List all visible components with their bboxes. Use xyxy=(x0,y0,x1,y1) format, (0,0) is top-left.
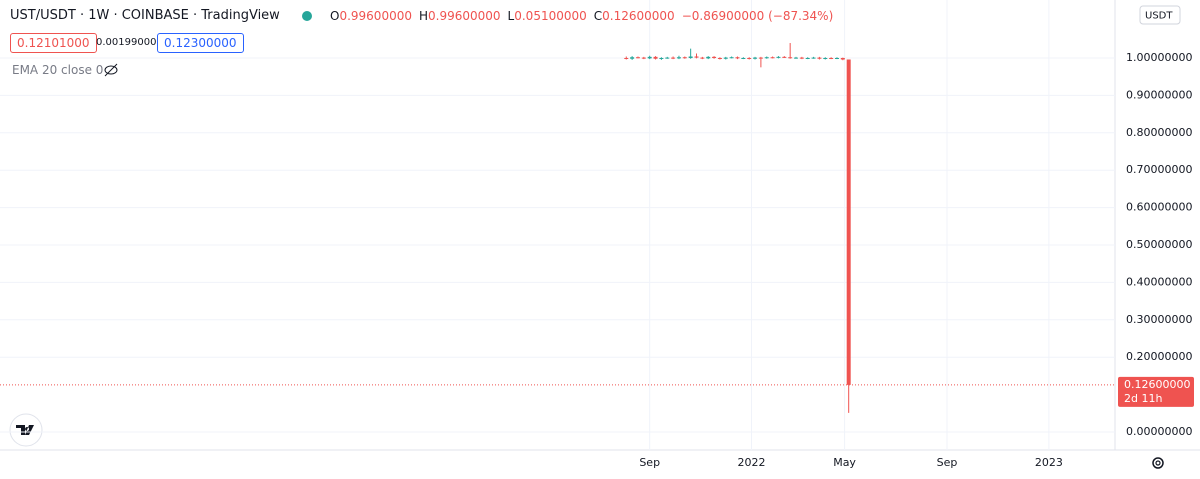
currency-label: USDT xyxy=(1145,11,1173,22)
candle-body xyxy=(659,57,664,59)
candle-body xyxy=(817,57,822,59)
candle-body xyxy=(834,57,839,59)
candle-body xyxy=(758,57,763,59)
ohlc-value: 0.99600000 xyxy=(428,9,501,23)
candle-body xyxy=(700,57,705,59)
gear-hub xyxy=(1155,460,1161,466)
indicator-label: EMA 20 close 0 xyxy=(12,63,104,77)
candle-body xyxy=(794,57,799,59)
y-tick-label: 0.30000000 xyxy=(1126,313,1192,326)
candle-body xyxy=(805,57,810,59)
candle-body xyxy=(671,57,676,59)
last-price-tag xyxy=(1118,376,1194,407)
candle-body xyxy=(799,57,804,59)
candle-body xyxy=(706,56,711,59)
ohlc-key: C xyxy=(593,9,603,23)
x-tick-label: 2022 xyxy=(738,456,766,469)
candle-body xyxy=(624,57,629,59)
ohlc-key: H xyxy=(418,9,429,23)
candle-body xyxy=(682,57,687,59)
spread: 0.00199000 xyxy=(96,37,157,48)
candle-body xyxy=(717,57,722,59)
candle-body xyxy=(747,57,752,59)
candle-body xyxy=(641,57,646,59)
hide-icon[interactable] xyxy=(103,63,119,77)
ohlc-key: L xyxy=(507,9,515,23)
tv-logo[interactable] xyxy=(9,413,43,447)
gear-ring xyxy=(1152,457,1164,469)
y-tick-label: 0.20000000 xyxy=(1126,350,1192,363)
change: −0.86900000 (−87.34%) xyxy=(681,9,834,23)
candle-body xyxy=(782,56,787,58)
status-dot xyxy=(302,11,312,21)
ohlc-value: 0.99600000 xyxy=(339,9,412,23)
y-tick-label: 1.00000000 xyxy=(1126,51,1192,64)
x-tick-label: Sep xyxy=(937,456,958,469)
candle-body xyxy=(823,57,828,59)
candle-body xyxy=(753,57,758,59)
y-tick-label: 0.50000000 xyxy=(1126,238,1192,251)
candle-body xyxy=(729,57,734,59)
countdown: 2d 11h xyxy=(1124,392,1162,405)
last-price-label: 0.12600000 xyxy=(1124,378,1190,391)
settings-icon[interactable] xyxy=(1152,457,1164,469)
y-tick-label: 0.80000000 xyxy=(1126,126,1192,139)
symbol-title: UST/USDT · 1W · COINBASE · TradingView xyxy=(10,8,280,23)
candle-body xyxy=(840,57,845,60)
y-tick-label: 0.90000000 xyxy=(1126,88,1192,101)
candle-body xyxy=(735,57,740,59)
eye-slash xyxy=(104,63,118,77)
ohlc-value: 0.12600000 xyxy=(602,9,675,23)
candle-body xyxy=(647,56,652,59)
ohlc-legend: O0.99600000 H0.99600000 L0.05100000 C0.1260… xyxy=(330,9,833,23)
candle-body xyxy=(829,57,834,59)
y-tick-label: 0.40000000 xyxy=(1126,275,1192,288)
y-tick-label: 0.70000000 xyxy=(1126,163,1192,176)
candle-body xyxy=(688,56,693,58)
candle-body xyxy=(712,56,717,58)
eye xyxy=(104,65,118,75)
candle-body xyxy=(630,57,635,59)
candle-body xyxy=(764,57,769,59)
candle-body xyxy=(788,57,793,59)
y-tick-label: 0.60000000 xyxy=(1126,201,1192,214)
x-tick-label: May xyxy=(833,456,856,469)
candle-body xyxy=(676,57,681,59)
candle-body xyxy=(846,59,851,385)
candle-body xyxy=(723,57,728,59)
candle-body xyxy=(811,57,816,59)
candle-body xyxy=(653,56,658,59)
candle-body xyxy=(776,56,781,58)
buy-button[interactable]: 0.12300000 xyxy=(157,33,244,53)
ohlc-key: O xyxy=(330,9,340,23)
sell-button[interactable]: 0.12101000 xyxy=(10,33,97,53)
candle-body xyxy=(741,57,746,59)
candle-body xyxy=(770,57,775,59)
candle-body xyxy=(694,56,699,58)
ohlc-value: 0.05100000 xyxy=(514,9,587,23)
candle-body xyxy=(635,57,640,59)
x-tick-label: Sep xyxy=(639,456,660,469)
x-tick-label: 2023 xyxy=(1035,456,1063,469)
currency-button[interactable] xyxy=(1139,5,1181,25)
candle-body xyxy=(665,57,670,59)
y-tick-label: 0.00000000 xyxy=(1126,425,1192,438)
